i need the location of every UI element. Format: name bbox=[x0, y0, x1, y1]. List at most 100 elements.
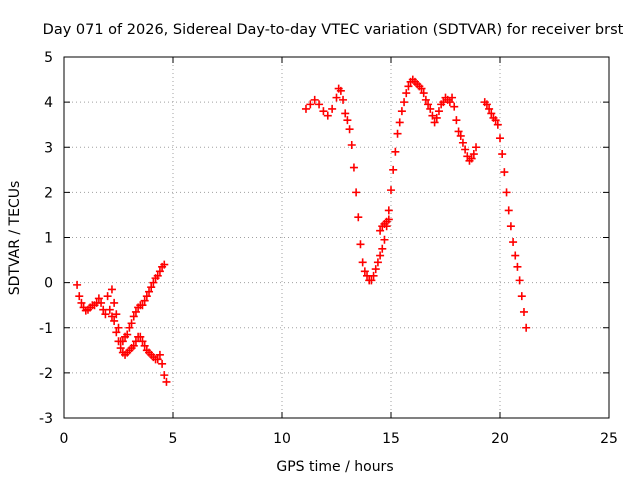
data-point bbox=[493, 120, 502, 129]
data-point bbox=[467, 154, 476, 163]
data-point bbox=[155, 350, 164, 359]
x-axis-label: GPS time / hours bbox=[276, 459, 393, 475]
data-point bbox=[397, 107, 406, 116]
data-point bbox=[402, 89, 411, 98]
data-point bbox=[162, 377, 171, 386]
data-point bbox=[371, 265, 380, 274]
data-point bbox=[116, 337, 125, 346]
data-point bbox=[323, 111, 332, 120]
data-point bbox=[417, 84, 426, 93]
data-point bbox=[448, 93, 457, 102]
data-point bbox=[97, 298, 106, 307]
data-point bbox=[428, 111, 437, 120]
data-point bbox=[463, 152, 472, 161]
data-points bbox=[73, 75, 531, 386]
y-tick-label-5: 2 bbox=[44, 185, 53, 201]
data-point bbox=[393, 129, 402, 138]
data-point bbox=[142, 292, 151, 301]
data-point bbox=[336, 86, 345, 95]
data-point bbox=[376, 226, 385, 235]
x-tick-label-0: 0 bbox=[60, 431, 69, 447]
y-tick-label-2: -1 bbox=[39, 321, 53, 337]
data-point bbox=[502, 188, 511, 197]
data-point bbox=[485, 104, 494, 113]
data-point bbox=[373, 258, 382, 267]
data-point bbox=[452, 116, 461, 125]
data-point bbox=[129, 341, 138, 350]
data-point bbox=[445, 98, 454, 107]
data-point bbox=[458, 138, 467, 147]
data-point bbox=[306, 100, 315, 109]
data-point bbox=[94, 294, 103, 303]
series-3 bbox=[301, 75, 481, 285]
data-point bbox=[419, 89, 428, 98]
y-tick-label-4: 1 bbox=[44, 231, 53, 247]
data-point bbox=[131, 307, 140, 316]
data-point bbox=[140, 341, 149, 350]
data-point bbox=[160, 371, 169, 380]
series-2 bbox=[107, 285, 171, 386]
data-point bbox=[138, 337, 147, 346]
data-point bbox=[469, 150, 478, 159]
data-point bbox=[149, 278, 158, 287]
data-point bbox=[378, 244, 387, 253]
data-point bbox=[424, 100, 433, 109]
data-point bbox=[387, 186, 395, 195]
data-point bbox=[395, 118, 404, 127]
y-tick-label-1: -2 bbox=[39, 366, 53, 382]
data-point bbox=[347, 140, 356, 149]
chart-title: Day 071 of 2026, Sidereal Day-to-day VTE… bbox=[43, 22, 624, 38]
data-point bbox=[138, 301, 147, 310]
data-point bbox=[358, 258, 367, 267]
x-tick-label-1: 5 bbox=[169, 431, 178, 447]
x-tick-label-3: 15 bbox=[382, 431, 400, 447]
data-point bbox=[496, 134, 504, 143]
data-point bbox=[384, 206, 393, 215]
data-point bbox=[147, 283, 156, 292]
data-point bbox=[434, 107, 443, 116]
data-point bbox=[500, 168, 509, 177]
data-point bbox=[328, 104, 337, 113]
data-point bbox=[127, 319, 136, 328]
data-point bbox=[426, 104, 435, 113]
data-point bbox=[432, 113, 441, 122]
data-point bbox=[498, 150, 507, 159]
series-4 bbox=[376, 215, 393, 235]
data-point bbox=[454, 127, 463, 136]
data-point bbox=[487, 109, 496, 118]
data-point bbox=[360, 267, 369, 276]
data-point bbox=[519, 307, 528, 316]
y-tick-label-0: -3 bbox=[39, 411, 53, 427]
data-point bbox=[315, 100, 324, 109]
data-point bbox=[129, 312, 138, 321]
data-point bbox=[515, 276, 524, 285]
data-point bbox=[103, 292, 112, 301]
data-point bbox=[517, 292, 526, 301]
data-point bbox=[491, 116, 500, 125]
data-point bbox=[110, 316, 119, 325]
axis-ticks: 0 5 10 15 20 25 -3 -2 -1 0 1 2 3 4 5 bbox=[39, 50, 618, 447]
data-point bbox=[339, 95, 348, 104]
data-point bbox=[110, 298, 119, 307]
data-point bbox=[367, 276, 376, 285]
data-point bbox=[319, 107, 328, 116]
series-5 bbox=[480, 98, 531, 332]
data-point bbox=[511, 251, 520, 260]
data-point bbox=[301, 104, 310, 113]
x-tick-label-4: 20 bbox=[491, 431, 509, 447]
data-point bbox=[456, 131, 465, 140]
data-point bbox=[136, 332, 145, 341]
data-point bbox=[384, 215, 393, 224]
data-point bbox=[105, 305, 114, 314]
data-point bbox=[504, 206, 513, 215]
data-point bbox=[140, 296, 149, 305]
x-tick-label-2: 10 bbox=[273, 431, 291, 447]
data-point bbox=[153, 355, 162, 364]
y-tick-label-8: 5 bbox=[44, 50, 53, 66]
data-point bbox=[160, 260, 169, 269]
data-point bbox=[509, 238, 518, 247]
data-point bbox=[421, 95, 430, 104]
series-1 bbox=[73, 260, 169, 353]
data-point bbox=[461, 145, 470, 154]
data-point bbox=[107, 312, 116, 321]
